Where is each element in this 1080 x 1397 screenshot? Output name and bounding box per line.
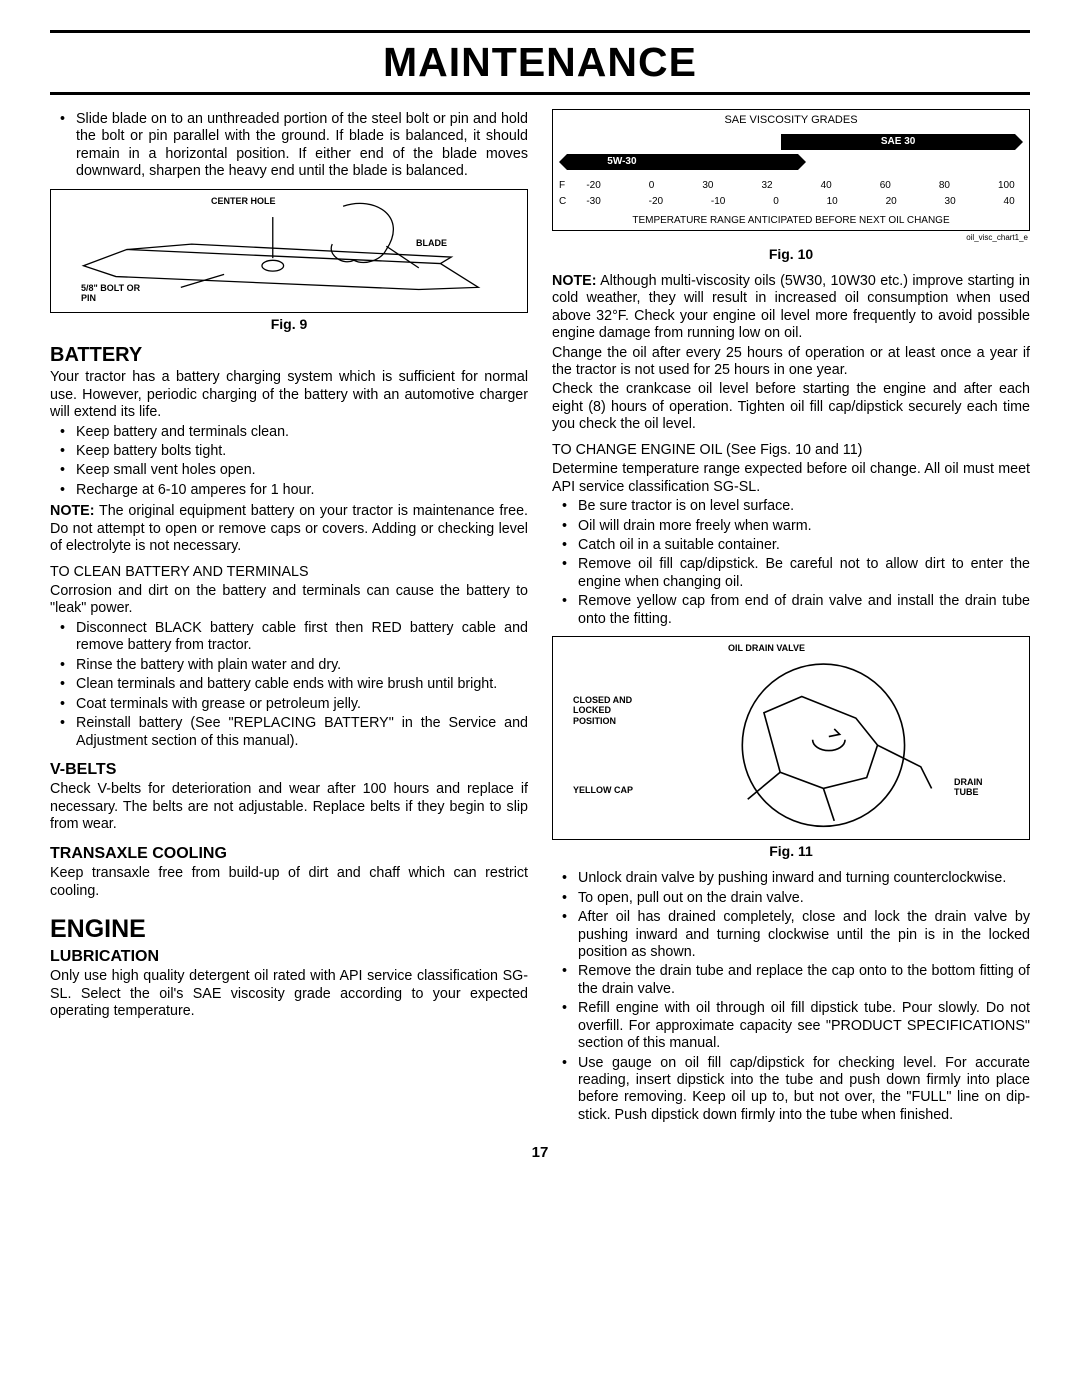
list-item: Disconnect BLACK battery cable first the… <box>76 620 528 655</box>
list-item: Clean terminals and battery cable ends w… <box>76 676 528 693</box>
list-item: Remove yellow cap from end of drain valv… <box>578 593 1030 628</box>
transaxle-text: Keep transaxle free from build-up of dir… <box>50 865 528 900</box>
fig-label-yellow: YELLOW CAP <box>573 785 633 795</box>
tick: -10 <box>711 196 725 208</box>
vbelts-heading: V-BELTS <box>50 760 528 780</box>
battery-note-text: The original equipment battery on your t… <box>50 503 528 554</box>
drain-valve-drawing <box>553 637 1029 843</box>
left-column: Slide blade on to an unthreaded portion … <box>50 109 528 1128</box>
vbelts-text: Check V-belts for deterioration and wear… <box>50 781 528 833</box>
change-para: Change the oil after every 25 hours of o… <box>552 345 1030 380</box>
f-label: F <box>559 180 565 192</box>
page-title: MAINTENANCE <box>50 39 1030 86</box>
tick: 0 <box>773 196 779 208</box>
lubrication-heading: LUBRICATION <box>50 947 528 967</box>
determine-para: Determine temperature range expected bef… <box>552 461 1030 496</box>
f-scale: -20 0 30 32 40 60 80 100 <box>586 180 1014 192</box>
battery-intro: Your tractor has a battery charging syst… <box>50 369 528 421</box>
fig-label-bolt: 5/8" BOLT OR PIN <box>81 283 151 304</box>
fig-9-caption: Fig. 9 <box>50 316 528 333</box>
page-number: 17 <box>50 1144 1030 1161</box>
tick: 80 <box>939 180 950 192</box>
bar-sae30-label: SAE 30 <box>881 136 915 148</box>
c-label: C <box>559 196 566 208</box>
viscosity-chart: SAE VISCOSITY GRADES SAE 30 5W-30 F -20 … <box>552 109 1030 231</box>
visc-bottom-text: TEMPERATURE RANGE ANTICIPATED BEFORE NEX… <box>553 215 1029 227</box>
fig-9-box: CENTER HOLE BLADE 5/8" BOLT OR PIN <box>50 189 528 313</box>
tick: 0 <box>649 180 655 192</box>
list-item: Remove oil fill cap/dipstick. Be careful… <box>578 556 1030 591</box>
fig-11-caption: Fig. 11 <box>552 843 1030 860</box>
post-steps-list: Unlock drain valve by pushing inward and… <box>552 870 1030 1124</box>
list-item: Rinse the battery with plain water and d… <box>76 657 528 674</box>
engine-heading: ENGINE <box>50 914 528 945</box>
battery-note: NOTE: The original equipment battery on … <box>50 503 528 555</box>
fig-label-drain: DRAIN TUBE <box>954 777 999 798</box>
list-item: Keep battery bolts tight. <box>76 443 528 460</box>
tick: 40 <box>821 180 832 192</box>
right-column: SAE VISCOSITY GRADES SAE 30 5W-30 F -20 … <box>552 109 1030 1128</box>
fig-label-valve: OIL DRAIN VALVE <box>728 643 805 653</box>
tick: -30 <box>586 196 600 208</box>
list-item: Oil will drain more freely when warm. <box>578 518 1030 535</box>
list-item: Use gauge on oil fill cap/dipstick for c… <box>578 1055 1030 1125</box>
clean-intro: Corrosion and dirt on the battery and te… <box>50 583 528 618</box>
list-item: Slide blade on to an unthreaded portion … <box>76 111 528 181</box>
clean-heading: TO CLEAN BATTERY AND TERMINALS <box>50 564 528 581</box>
battery-heading: BATTERY <box>50 343 528 367</box>
list-item: Keep battery and terminals clean. <box>76 424 528 441</box>
tick: 20 <box>886 196 897 208</box>
visc-micro: oil_visc_chart1_e <box>552 233 1028 243</box>
list-item: Recharge at 6-10 amperes for 1 hour. <box>76 482 528 499</box>
list-item: Refill engine with oil through oil fill … <box>578 1000 1030 1052</box>
list-item: Remove the drain tube and replace the ca… <box>578 963 1030 998</box>
list-item: Keep small vent holes open. <box>76 462 528 479</box>
list-item: To open, pull out on the drain valve. <box>578 890 1030 907</box>
blade-bullet: Slide blade on to an unthreaded portion … <box>50 111 528 181</box>
tick: 30 <box>945 196 956 208</box>
fig-11-box: OIL DRAIN VALVE CLOSED AND LOCKED POSITI… <box>552 636 1030 840</box>
visc-title: SAE VISCOSITY GRADES <box>553 114 1029 127</box>
c-scale: -30 -20 -10 0 10 20 30 40 <box>586 196 1014 208</box>
page: MAINTENANCE Slide blade on to an unthrea… <box>0 0 1080 1181</box>
bar-5w30-label: 5W-30 <box>607 156 636 168</box>
list-item: Catch oil in a suitable container. <box>578 537 1030 554</box>
tick: -20 <box>586 180 600 192</box>
to-change-heading: TO CHANGE ENGINE OIL (See Figs. 10 and 1… <box>552 442 1030 459</box>
bar-sae30: SAE 30 <box>781 134 1014 150</box>
battery-list: Keep battery and terminals clean. Keep b… <box>50 424 528 500</box>
tick: 30 <box>702 180 713 192</box>
transaxle-heading: TRANSAXLE COOLING <box>50 844 528 864</box>
tick: 60 <box>880 180 891 192</box>
top-rule <box>50 30 1030 33</box>
fig-label-center-hole: CENTER HOLE <box>211 196 276 206</box>
under-rule <box>50 92 1030 95</box>
clean-list: Disconnect BLACK battery cable first the… <box>50 620 528 750</box>
list-item: Be sure tractor is on level surface. <box>578 498 1030 515</box>
list-item: After oil has drained completely, close … <box>578 909 1030 961</box>
note-para: NOTE: Although multi-viscosity oils (5W3… <box>552 273 1030 343</box>
fig-label-blade: BLADE <box>416 238 447 248</box>
tick: 40 <box>1004 196 1015 208</box>
list-item: Unlock drain valve by pushing inward and… <box>578 870 1030 887</box>
tick: 100 <box>998 180 1015 192</box>
fig-label-closed: CLOSED AND LOCKED POSITION <box>573 695 643 726</box>
tick: -20 <box>649 196 663 208</box>
lubrication-text: Only use high quality detergent oil rate… <box>50 968 528 1020</box>
note-para-text: Although multi-viscosity oils (5W30, 10W… <box>552 273 1030 341</box>
bar-5w30: 5W-30 <box>567 154 797 170</box>
tick: 10 <box>827 196 838 208</box>
pre-steps-list: Be sure tractor is on level surface. Oil… <box>552 498 1030 628</box>
list-item: Coat terminals with grease or petroleum … <box>76 696 528 713</box>
tick: 32 <box>761 180 772 192</box>
columns: Slide blade on to an unthreaded portion … <box>50 109 1030 1128</box>
list-item: Reinstall battery (See "REPLACING BATTER… <box>76 715 528 750</box>
crank-para: Check the crankcase oil level before sta… <box>552 381 1030 433</box>
fig-10-caption: Fig. 10 <box>552 246 1030 263</box>
